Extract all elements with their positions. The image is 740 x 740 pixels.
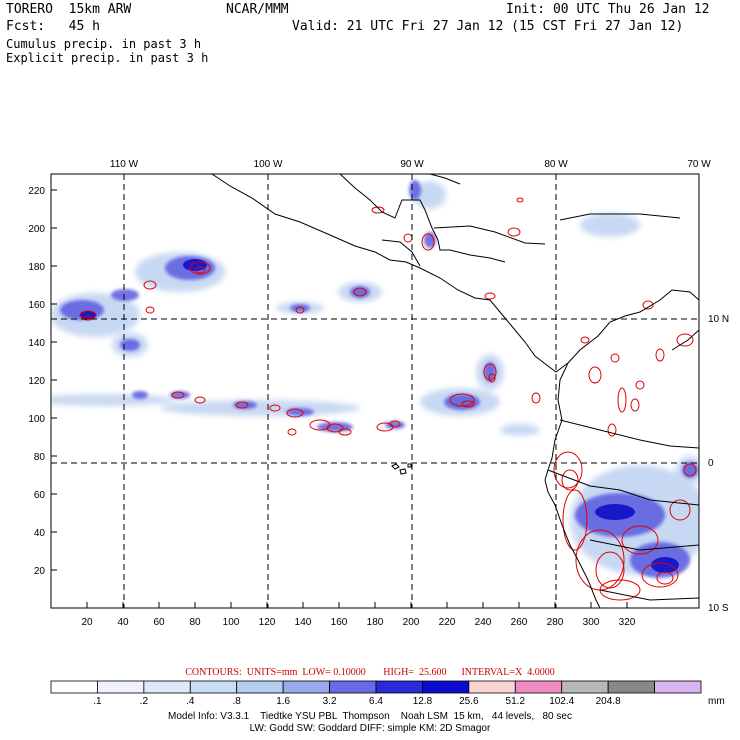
lon-label-110w: 110 W — [110, 159, 139, 170]
color-bar-swatch — [375, 680, 423, 694]
x-tick-label: 300 — [583, 617, 600, 628]
color-bar-break-label: 6.4 — [369, 696, 383, 707]
forecast-hour: Fcst: 45 h — [6, 19, 100, 34]
x-tick-label: 180 — [367, 617, 384, 628]
longitude-labels: 110 W 100 W 90 W 80 W 70 W — [110, 159, 711, 170]
color-bar-swatch — [50, 680, 98, 694]
x-tick-label: 260 — [511, 617, 528, 628]
model-info-line1: Model Info: V3.3.1 Tiedtke YSU PBL Thomp… — [168, 711, 572, 722]
model-title: TORERO 15km ARW — [6, 2, 132, 17]
x-axis-ticks — [86, 602, 628, 608]
x-tick-label: 220 — [439, 617, 456, 628]
explicit-precip-contours — [79, 197, 697, 601]
lat-label-10n: 10 N — [708, 314, 729, 325]
color-bar-swatch — [282, 680, 330, 694]
y-tick-label: 120 — [28, 376, 45, 387]
color-bar-swatch — [561, 680, 609, 694]
x-tick-label: 200 — [403, 617, 420, 628]
contours-info: CONTOURS: UNITS=mm LOW= 0.10000 HIGH= 25… — [185, 667, 555, 678]
color-bar-swatch — [607, 680, 655, 694]
color-bar-swatch — [329, 680, 377, 694]
latitude-labels: 10 N 0 10 S — [708, 314, 729, 614]
color-bar-break-label: 12.8 — [413, 696, 433, 707]
color-bar-labels: .1 .2 .4 .8 1.6 3.2 6.4 12.8 25.6 51.2 102.4 204.8 — [93, 696, 621, 707]
y-tick-label: 160 — [28, 300, 45, 311]
color-bar-swatch — [654, 680, 702, 694]
lon-label-80w: 80 W — [544, 159, 568, 170]
x-tick-label: 320 — [619, 617, 636, 628]
color-bar-unit: mm — [708, 696, 725, 707]
explicit-precip-label: Explicit precip. in past 3 h — [6, 51, 209, 65]
color-bar-break-label: 204.8 — [596, 696, 621, 707]
init-time: Init: 00 UTC Thu 26 Jan 12 — [506, 2, 710, 17]
lon-label-70w: 70 W — [687, 159, 711, 170]
x-tick-label: 140 — [295, 617, 312, 628]
x-tick-label: 160 — [331, 617, 348, 628]
y-tick-label: 80 — [34, 452, 46, 463]
x-tick-label: 100 — [223, 617, 240, 628]
color-bar-break-label: 25.6 — [459, 696, 479, 707]
x-tick-label: 120 — [259, 617, 276, 628]
color-bar-break-label: .2 — [140, 696, 149, 707]
y-tick-label: 200 — [28, 224, 45, 235]
lat-lon-grid — [51, 174, 699, 608]
model-info-line2: LW: Godd SW: Goddard DIFF: simple KM: 2D… — [249, 723, 491, 734]
color-bar-swatch — [468, 680, 516, 694]
y-tick-label: 220 — [28, 186, 45, 197]
color-bar-swatch — [236, 680, 284, 694]
color-bar — [50, 680, 702, 694]
color-bar-swatch — [422, 680, 470, 694]
y-tick-label: 60 — [34, 490, 46, 501]
color-bar-break-label: .1 — [93, 696, 102, 707]
coastlines — [211, 174, 699, 608]
y-tick-label: 180 — [28, 262, 45, 273]
color-bar-swatch — [514, 680, 563, 694]
color-bar-swatch — [143, 680, 191, 694]
color-bar-break-label: .8 — [233, 696, 242, 707]
y-tick-label: 40 — [34, 528, 46, 539]
x-tick-label: 60 — [153, 617, 165, 628]
y-axis-labels: 20 40 60 80 100 120 140 160 180 200 220 — [28, 186, 45, 577]
x-tick-label: 20 — [81, 617, 93, 628]
y-tick-label: 20 — [34, 566, 46, 577]
color-bar-break-label: .4 — [186, 696, 195, 707]
y-tick-label: 100 — [28, 414, 45, 425]
color-bar-break-label: 51.2 — [506, 696, 526, 707]
color-bar-swatch — [97, 680, 145, 694]
y-tick-label: 140 — [28, 338, 45, 349]
color-bar-swatch — [189, 680, 238, 694]
x-tick-label: 240 — [475, 617, 492, 628]
organization-label: NCAR/MMM — [226, 2, 289, 17]
lat-label-0: 0 — [708, 458, 714, 469]
x-tick-label: 40 — [117, 617, 129, 628]
cumulus-precip-label: Cumulus precip. in past 3 h — [6, 37, 202, 51]
cumulus-precip-shading — [51, 180, 699, 578]
y-axis-ticks — [51, 189, 57, 571]
x-tick-label: 80 — [189, 617, 201, 628]
lon-label-100w: 100 W — [254, 159, 283, 170]
x-axis-labels: 20 40 60 80 100 120 140 160 180 200 220 240 260 280 30… — [81, 617, 635, 628]
color-bar-break-label: 102.4 — [549, 696, 574, 707]
color-bar-break-label: 1.6 — [276, 696, 290, 707]
lat-label-10s: 10 S — [708, 603, 729, 614]
valid-time: Valid: 21 UTC Fri 27 Jan 12 (15 CST Fri … — [292, 19, 684, 34]
lon-label-90w: 90 W — [400, 159, 424, 170]
x-tick-label: 280 — [547, 617, 564, 628]
color-bar-break-label: 3.2 — [323, 696, 337, 707]
